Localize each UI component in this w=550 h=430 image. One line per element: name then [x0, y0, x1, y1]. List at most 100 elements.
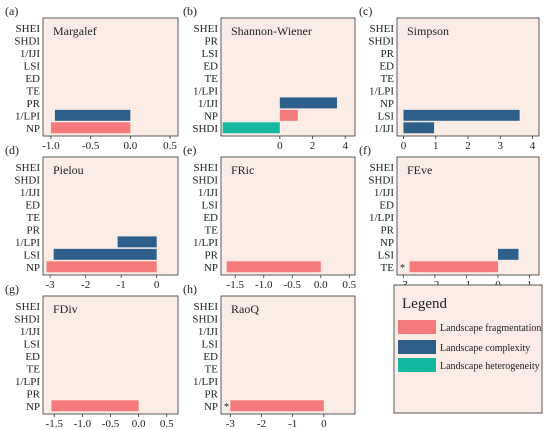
y-tick-label: LSI: [24, 249, 41, 261]
x-tick-label: -0.5: [284, 279, 302, 291]
panel-title: Pielou: [53, 163, 84, 177]
y-tick-label: LSI: [378, 110, 395, 122]
y-tick-label: ED: [379, 200, 394, 212]
y-tick-label: NP: [380, 98, 394, 110]
panel-title: Shannon-Wiener: [231, 24, 312, 38]
y-tick-label: LSI: [378, 249, 395, 261]
y-tick-label: SHDI: [368, 175, 394, 187]
y-tick-label: TE: [27, 212, 41, 224]
y-tick-label: 1/IJI: [374, 187, 395, 199]
legend-label-complexity: Landscape complexity: [440, 343, 530, 354]
y-tick-label: NP: [204, 262, 218, 274]
panel-background: [42, 295, 179, 415]
y-tick-label: SHDI: [192, 314, 218, 326]
y-tick-label: PR: [205, 249, 219, 261]
y-tick-label: NP: [26, 262, 40, 274]
panels-group: (a)MargalefSHEISHDI1/IJILSIEDTEPR1/LPINP…: [5, 4, 540, 430]
y-tick-label: NP: [26, 401, 40, 413]
x-tick-label: 0.0: [132, 418, 146, 430]
x-tick-label: 1: [433, 140, 439, 152]
y-tick-label: PR: [27, 388, 41, 400]
y-tick-label: SHDI: [14, 36, 40, 48]
x-tick-label: -3: [46, 279, 56, 291]
y-tick-label: SHEI: [16, 23, 41, 35]
x-tick-label: -1: [117, 279, 126, 291]
x-tick-label: 2: [310, 140, 316, 152]
significance-marker: *: [224, 402, 229, 413]
y-tick-label: 1/LPI: [193, 237, 218, 249]
y-tick-label: ED: [25, 200, 40, 212]
y-tick-label: SHEI: [194, 23, 219, 35]
x-tick-label: 4: [342, 140, 348, 152]
x-tick-label: -2: [257, 418, 266, 430]
x-tick-label: -0.5: [102, 418, 120, 430]
y-tick-label: 1/IJI: [20, 326, 41, 338]
panel-title: FDiv: [53, 302, 78, 316]
x-tick-label: 0: [401, 140, 407, 152]
bar-np: [279, 109, 298, 121]
x-tick-label: -2: [81, 279, 90, 291]
panel-label: (f): [359, 143, 371, 157]
x-tick-label: -1.0: [42, 140, 60, 152]
y-tick-label: PR: [205, 388, 219, 400]
x-tick-label: -1.5: [46, 418, 64, 430]
y-tick-label: SHDI: [14, 175, 40, 187]
significance-marker: *: [400, 263, 405, 274]
y-tick-label: SHEI: [194, 301, 219, 313]
bar-1iji: [279, 97, 338, 109]
y-tick-label: LSI: [202, 339, 219, 351]
panel-feve: (f)FEveSHEISHDI1/IJIED1/LPIPRNPLSITE-3-2…: [359, 143, 540, 291]
y-tick-label: PR: [27, 224, 41, 236]
y-tick-label: SHEI: [16, 301, 41, 313]
panel-label: (b): [183, 4, 197, 18]
bar-np: [226, 261, 321, 273]
x-tick-label: -1.0: [74, 418, 92, 430]
y-tick-label: NP: [26, 123, 40, 135]
panel-label: (g): [5, 282, 19, 296]
panel-label: (d): [5, 143, 19, 157]
y-tick-label: 1/IJI: [20, 48, 41, 60]
panel-label: (e): [183, 143, 196, 157]
panel-background: [220, 156, 356, 276]
y-tick-label: 1/LPI: [15, 376, 40, 388]
legend-label-heterogeneity: Landscape heterogeneity: [440, 361, 540, 372]
x-tick-label: 0.5: [160, 418, 174, 430]
panel-title: FRic: [231, 163, 254, 177]
y-tick-label: 1/IJI: [198, 326, 219, 338]
legend: Legend Landscape fragmentation Landscape…: [393, 284, 543, 414]
bar-1lpi: [54, 109, 131, 121]
y-tick-label: 1/IJI: [198, 187, 219, 199]
y-tick-label: SHDI: [14, 314, 40, 326]
x-tick-label: -1.5: [227, 279, 245, 291]
x-tick-label: 4: [530, 140, 536, 152]
panel-label: (c): [359, 4, 372, 18]
panel-title: Margalef: [53, 24, 97, 38]
bar-1lpi: [117, 236, 157, 248]
legend-swatch-fragmentation: [398, 320, 436, 334]
y-tick-label: TE: [381, 262, 395, 274]
y-tick-label: NP: [204, 110, 218, 122]
y-tick-label: PR: [381, 224, 395, 236]
y-tick-label: SHDI: [192, 123, 218, 135]
y-tick-label: LSI: [24, 339, 41, 351]
x-tick-label: 0: [321, 418, 327, 430]
y-tick-label: NP: [380, 237, 394, 249]
y-tick-label: TE: [205, 73, 219, 85]
y-tick-label: ED: [203, 351, 218, 363]
x-tick-label: 3: [498, 140, 504, 152]
y-tick-label: LSI: [202, 48, 219, 60]
y-tick-label: NP: [204, 401, 218, 413]
bar-np: [51, 400, 139, 412]
bar-lsi: [403, 109, 520, 121]
y-tick-label: 1/LPI: [369, 85, 394, 97]
y-tick-label: SHEI: [370, 23, 395, 35]
x-tick-label: 0: [277, 140, 283, 152]
panel-background: [220, 295, 356, 415]
y-tick-label: 1/LPI: [193, 376, 218, 388]
y-tick-label: ED: [203, 61, 218, 73]
y-tick-label: SHDI: [192, 175, 218, 187]
